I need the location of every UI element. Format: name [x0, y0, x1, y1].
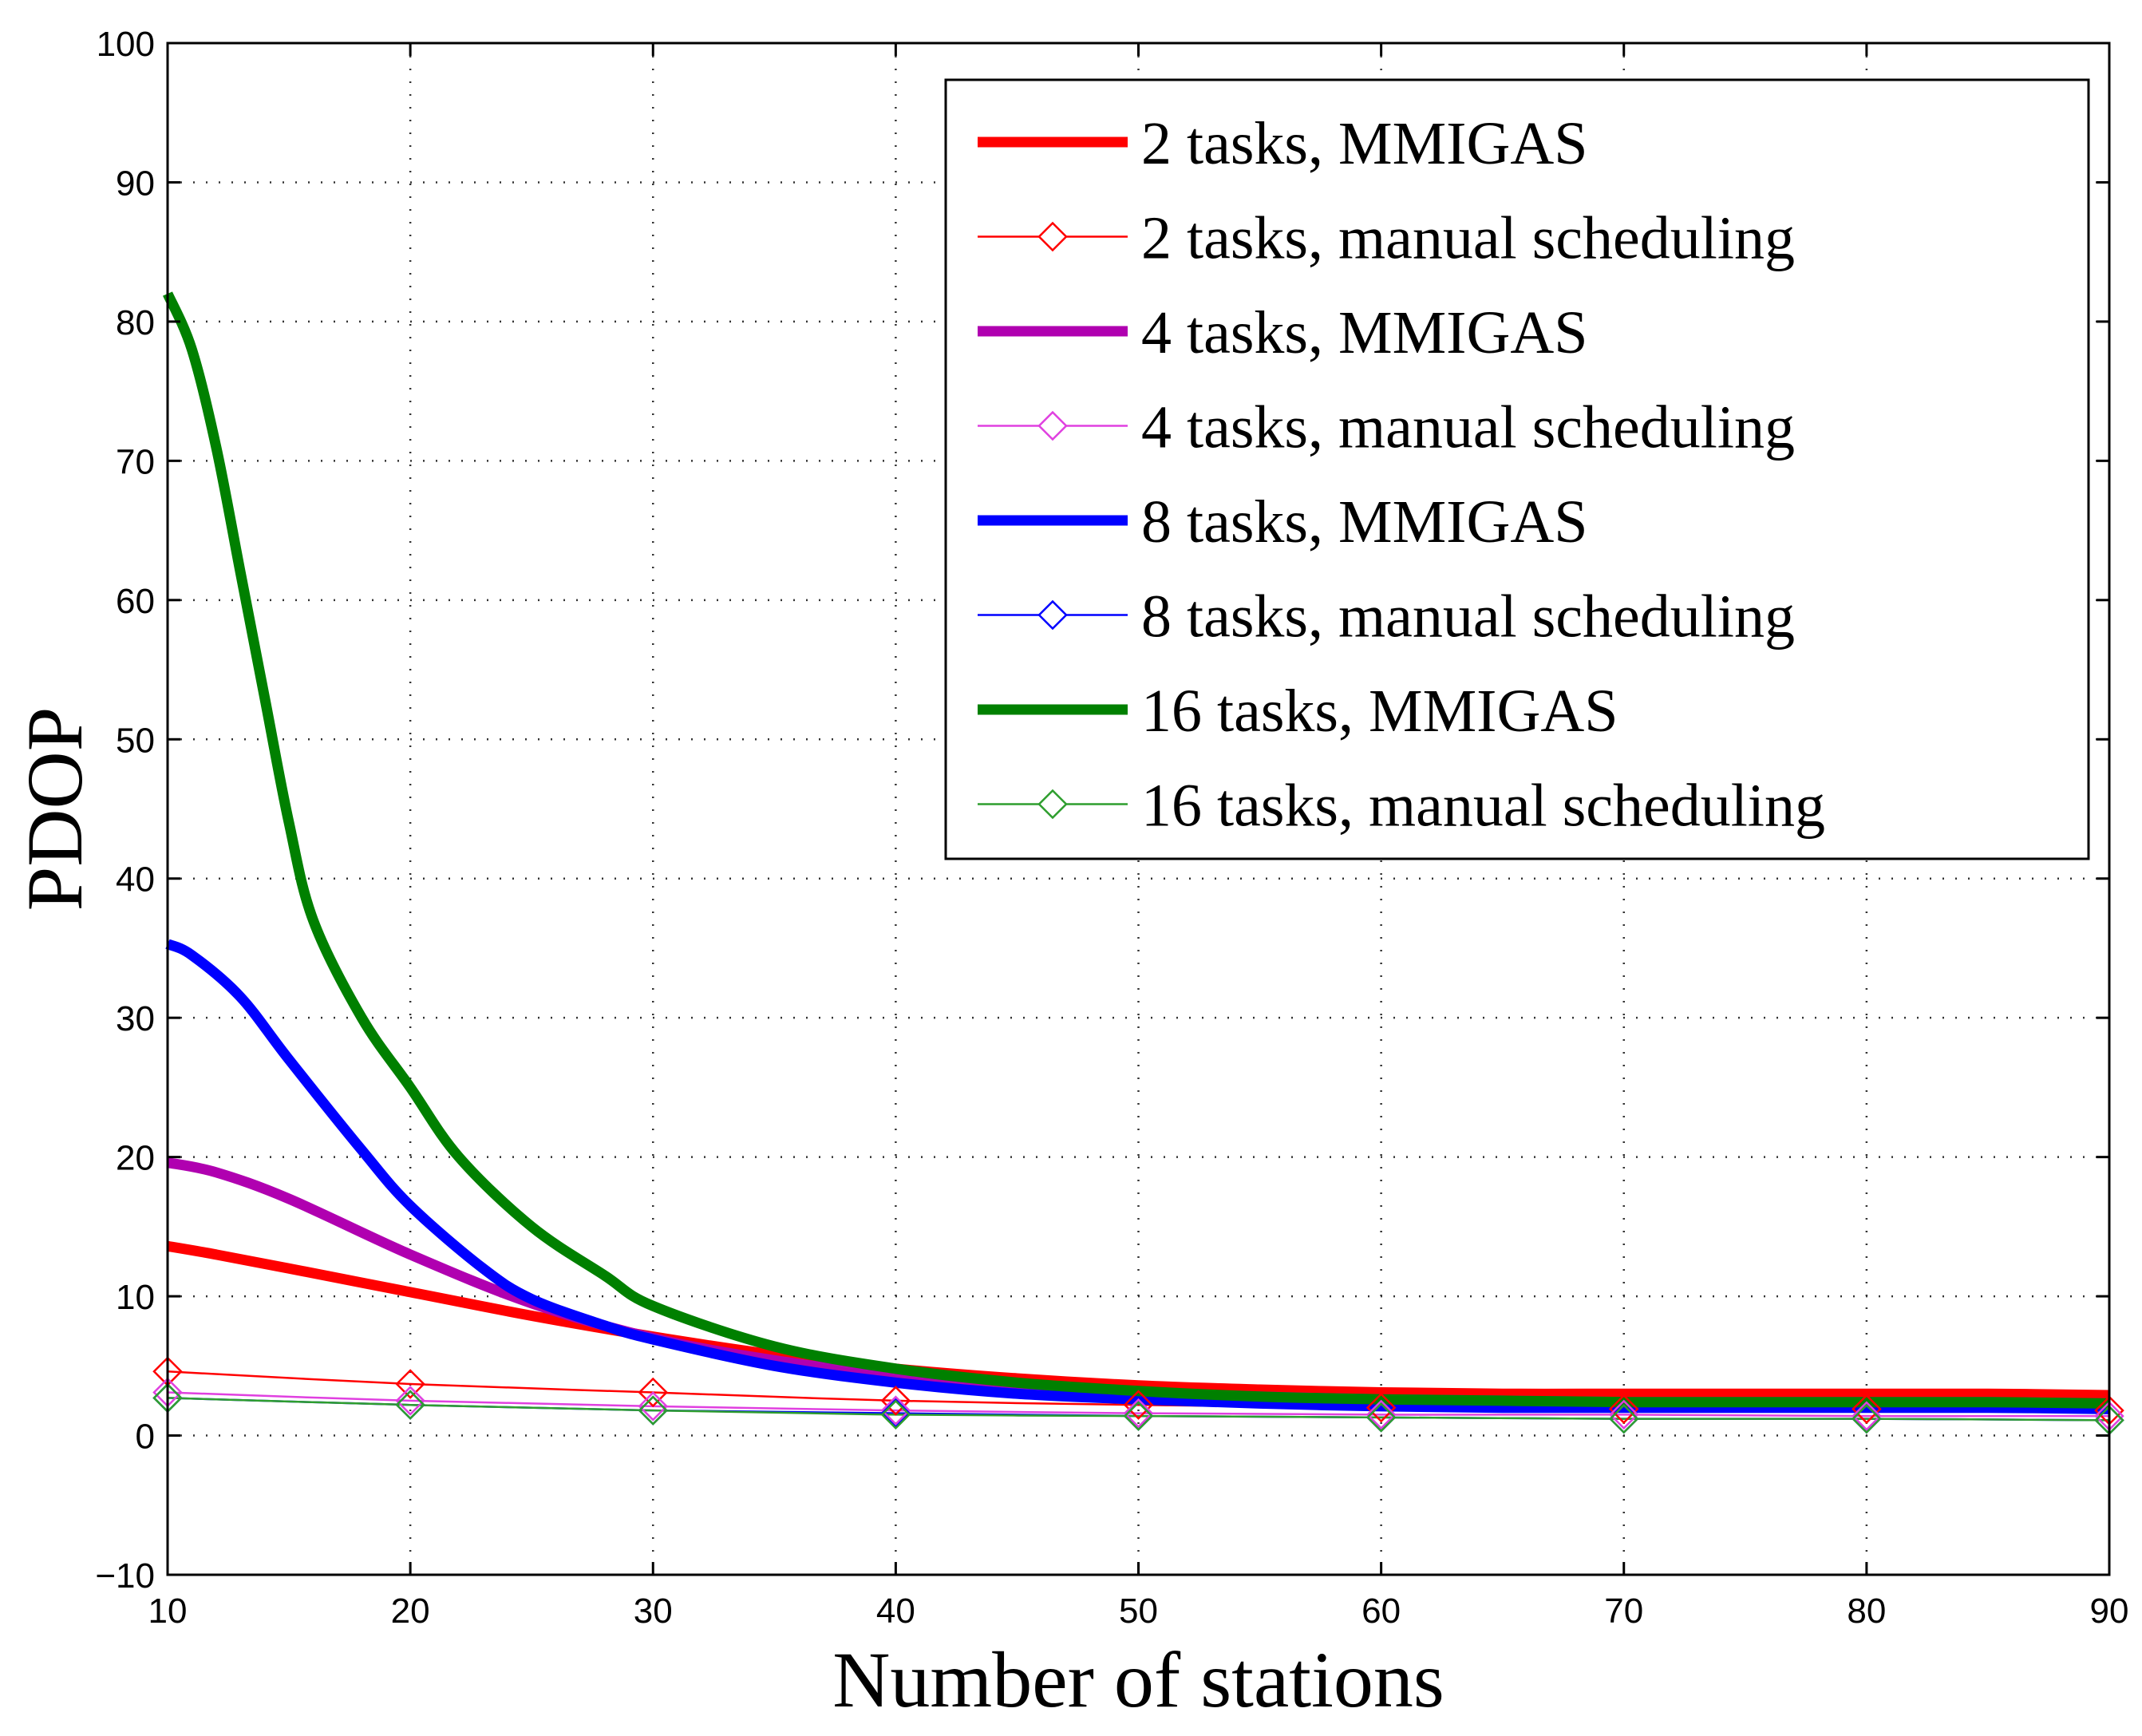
data-point-4-tasks-manual-scheduling [1608, 1399, 1639, 1430]
legend-label-2-tasks-mmigas: 2 tasks, MMIGAS [1141, 110, 1588, 177]
data-point-16-tasks-manual-scheduling [880, 1399, 911, 1430]
data-point-4-tasks-manual-scheduling [880, 1395, 911, 1426]
data-point-16-tasks-manual-scheduling [1608, 1403, 1639, 1434]
data-point-4-tasks-manual-scheduling [395, 1386, 425, 1416]
axis-ticks: 10 20 30 40 50 60 70 80 90 −10 0 10 20 30 40 50 60 70 80 90… [95, 25, 2128, 1631]
data-point-16-tasks-manual-scheduling [638, 1395, 669, 1426]
x-tick-label: 50 [1119, 1592, 1158, 1631]
data-point-2-tasks-manual-scheduling [1365, 1392, 1397, 1423]
data-point-4-tasks-manual-scheduling [1123, 1398, 1154, 1429]
y-tick-label: 60 [116, 582, 155, 621]
data-point-16-tasks-manual-scheduling [395, 1390, 425, 1420]
data-point-16-tasks-manual-scheduling [1365, 1402, 1397, 1433]
legend-label-16-tasks-manual-scheduling: 16 tasks, manual scheduling [1141, 773, 1825, 840]
series-line-8-tasks-mmigas [165, 939, 2110, 1414]
x-tick-label: 40 [876, 1592, 915, 1631]
data-point-2-tasks-manual-scheduling [1608, 1394, 1639, 1425]
x-tick-label: 20 [391, 1592, 430, 1631]
y-tick-label: 30 [116, 999, 155, 1038]
legend-label-16-tasks-mmigas: 16 tasks, MMIGAS [1141, 678, 1618, 745]
data-point-2-tasks-manual-scheduling [880, 1386, 911, 1416]
data-point-2-tasks-manual-scheduling [395, 1369, 425, 1399]
data-point-16-tasks-manual-scheduling [1852, 1403, 1882, 1434]
legend-label-4-tasks-manual-scheduling: 4 tasks, manual scheduling [1141, 394, 1795, 461]
legend-marker-8-tasks-manual-scheduling [1037, 599, 1068, 631]
data-point-4-tasks-manual-scheduling [1365, 1399, 1397, 1430]
data-point-2-tasks-manual-scheduling [638, 1377, 669, 1408]
series-line-16-tasks-mmigas [163, 291, 2110, 1409]
x-tick-label: 70 [1604, 1592, 1643, 1631]
legend-box [944, 78, 2090, 860]
x-tick-label: 60 [1361, 1592, 1401, 1631]
y-tick-label: 40 [116, 860, 155, 900]
legend-label-8-tasks-mmigas: 8 tasks, MMIGAS [1141, 488, 1588, 556]
legend-label-4-tasks-mmigas: 4 tasks, MMIGAS [1141, 299, 1588, 366]
data-point-4-tasks-manual-scheduling [638, 1391, 669, 1422]
legend-label-8-tasks-manual-scheduling: 8 tasks, manual scheduling [1141, 583, 1795, 651]
data-point-16-tasks-manual-scheduling [1123, 1401, 1154, 1431]
x-axis-title: Number of stations [832, 1635, 1444, 1724]
legend-label-2-tasks-manual-scheduling: 2 tasks, manual scheduling [1141, 205, 1795, 272]
y-tick-label: 80 [116, 303, 155, 342]
x-tick-label: 30 [634, 1592, 673, 1631]
series-line-2-tasks-mmigas [166, 1240, 2110, 1401]
y-tick-label: 90 [116, 164, 155, 203]
y-tick-label: 20 [116, 1139, 155, 1178]
data-point-4-tasks-manual-scheduling [1852, 1401, 1882, 1431]
y-tick-label: 100 [97, 25, 155, 64]
y-tick-label: 50 [116, 721, 155, 760]
data-point-2-tasks-manual-scheduling [1852, 1394, 1882, 1425]
series-line-16-tasks-manual-scheduling [167, 1397, 2110, 1422]
data-point-2-tasks-manual-scheduling [1123, 1390, 1154, 1420]
legend-marker-16-tasks-manual-scheduling [1037, 789, 1068, 820]
x-tick-label: 10 [148, 1592, 188, 1631]
x-tick-label: 80 [1847, 1592, 1886, 1631]
legend-marker-2-tasks-manual-scheduling [1037, 221, 1068, 252]
series-line-4-tasks-manual-scheduling [167, 1391, 2110, 1418]
y-axis-title: PDOP [10, 707, 99, 911]
y-tick-label: −10 [95, 1556, 155, 1596]
y-tick-label: 10 [116, 1278, 155, 1317]
y-tick-label: 0 [136, 1418, 155, 1457]
legend-marker-4-tasks-manual-scheduling [1037, 410, 1068, 441]
x-tick-label: 90 [2090, 1592, 2129, 1631]
legend: 2 tasks, MMIGAS 2 tasks, manual schedulin… [944, 78, 2090, 860]
plot-series [152, 291, 2124, 1436]
y-tick-label: 70 [116, 442, 155, 481]
